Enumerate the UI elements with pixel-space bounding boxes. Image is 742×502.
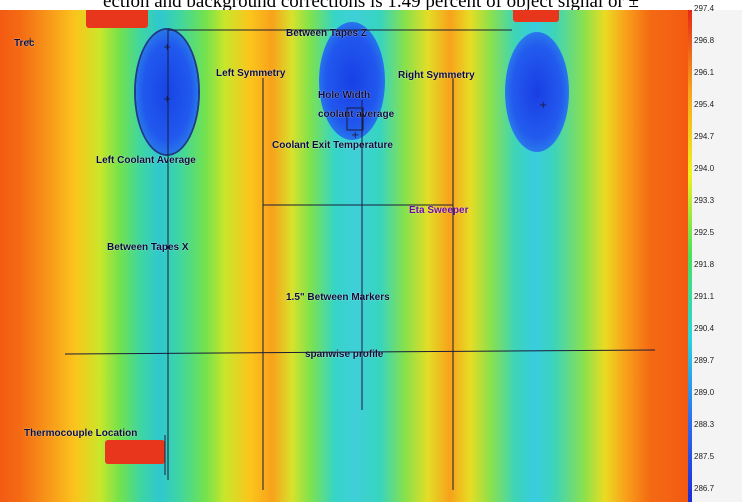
colorbar-tick: 293.3: [694, 196, 715, 205]
crosshair-right: +: [539, 100, 547, 111]
colorbar-tick: 297.4: [694, 4, 715, 13]
label-left-coolant-average: Left Coolant Average: [96, 155, 196, 166]
coolant-hole-center: [319, 22, 385, 140]
colorbar-strip: [688, 10, 692, 502]
label-between-markers: 1.5" Between Markers: [286, 292, 390, 303]
label-coolant-exit-temperature: Coolant Exit Temperature: [272, 140, 393, 151]
caption-text: ection and background corrections is 1.4…: [103, 0, 639, 11]
colorbar-tick: 289.0: [694, 388, 715, 397]
colorbar-tick: 291.1: [694, 292, 715, 301]
label-trec: Trec: [14, 38, 35, 49]
colorbar-tick: 294.0: [694, 164, 715, 173]
colorbar-tick: 291.8: [694, 260, 715, 269]
hot-spot-top-right: [513, 10, 559, 22]
label-eta-sweeper: Eta Sweeper: [409, 205, 469, 216]
colorbar-tick: 288.3: [694, 420, 715, 429]
colorbar-tick: 286.7: [694, 484, 715, 493]
colorbar-tick: 290.4: [694, 324, 715, 333]
crosshair-left-top: +: [163, 42, 171, 53]
crosshair-left-mid: +: [163, 94, 171, 105]
line-spanwise-profile: [64, 349, 656, 355]
colorbar-tick: 289.7: [694, 356, 715, 365]
hot-spot-top-left: [86, 10, 148, 28]
label-right-symmetry: Right Symmetry: [398, 70, 475, 81]
colorbar-tick: 296.1: [694, 68, 715, 77]
coolant-hole-left: [136, 30, 198, 154]
colorbar-tick: 296.8: [694, 36, 715, 45]
crosshair-trec: +: [26, 36, 34, 47]
coolant-hole-right: [505, 32, 569, 152]
label-left-symmetry: Left Symmetry: [216, 68, 286, 79]
annotation-lines: + + + + +: [26, 29, 656, 490]
hot-spot-bottom-left: [105, 440, 165, 464]
hole-width-box: [346, 107, 364, 131]
colorbar-tick: 287.5: [694, 452, 715, 461]
label-between-tapes-z: Between Tapes Z: [286, 28, 367, 39]
label-spanwise-profile: spanwise profile: [305, 349, 384, 360]
colorbar-tick: 292.5: [694, 228, 715, 237]
crosshair-center: +: [351, 130, 359, 141]
label-coolant-average: coolant average: [318, 109, 395, 120]
thermal-image: Trec Between Tapes Z Left Symmetry Right…: [0, 10, 688, 502]
label-thermocouple-location: Thermocouple Location: [24, 428, 138, 439]
colorbar-tick: 295.4: [694, 100, 715, 109]
label-hole-width: Hole Width: [318, 90, 371, 101]
colorbar-panel: 297.4 296.8 296.1 295.4 294.7 294.0 293.…: [692, 4, 742, 502]
colorbar-tick: 294.7: [694, 132, 715, 141]
label-between-tapes-x: Between Tapes X: [107, 242, 189, 253]
